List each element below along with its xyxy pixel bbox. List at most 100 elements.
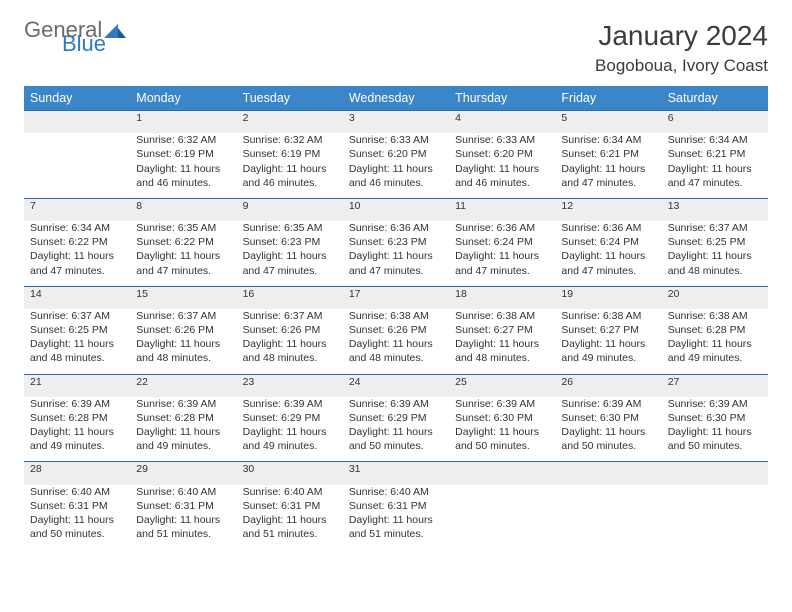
sunrise-line: Sunrise: 6:39 AM — [349, 397, 443, 411]
sunset-line: Sunset: 6:23 PM — [349, 235, 443, 249]
daylight-line: Daylight: 11 hours and 49 minutes. — [30, 425, 124, 453]
day-header: Saturday — [662, 86, 768, 111]
day-data-cell: Sunrise: 6:34 AMSunset: 6:21 PMDaylight:… — [662, 133, 768, 198]
day-number-cell: 23 — [237, 374, 343, 397]
day-header: Wednesday — [343, 86, 449, 111]
day-number-cell: 27 — [662, 374, 768, 397]
daylight-line: Daylight: 11 hours and 47 minutes. — [561, 162, 655, 190]
day-header: Monday — [130, 86, 236, 111]
daylight-line: Daylight: 11 hours and 48 minutes. — [455, 337, 549, 365]
sunset-line: Sunset: 6:26 PM — [349, 323, 443, 337]
day-data-cell: Sunrise: 6:37 AMSunset: 6:25 PMDaylight:… — [662, 221, 768, 286]
day-data-cell: Sunrise: 6:37 AMSunset: 6:26 PMDaylight:… — [130, 309, 236, 374]
day-number-cell: 24 — [343, 374, 449, 397]
daylight-line: Daylight: 11 hours and 47 minutes. — [561, 249, 655, 277]
day-number-cell: 18 — [449, 286, 555, 309]
sunrise-line: Sunrise: 6:38 AM — [561, 309, 655, 323]
day-data-cell: Sunrise: 6:36 AMSunset: 6:24 PMDaylight:… — [449, 221, 555, 286]
day-number-cell: 21 — [24, 374, 130, 397]
daylight-line: Daylight: 11 hours and 51 minutes. — [349, 513, 443, 541]
sunrise-line: Sunrise: 6:34 AM — [668, 133, 762, 147]
daylight-line: Daylight: 11 hours and 47 minutes. — [455, 249, 549, 277]
calendar-header-row: SundayMondayTuesdayWednesdayThursdayFrid… — [24, 86, 768, 111]
sunset-line: Sunset: 6:29 PM — [349, 411, 443, 425]
daylight-line: Daylight: 11 hours and 48 minutes. — [349, 337, 443, 365]
day-number-cell: 13 — [662, 198, 768, 221]
daylight-line: Daylight: 11 hours and 47 minutes. — [243, 249, 337, 277]
sunrise-line: Sunrise: 6:40 AM — [243, 485, 337, 499]
daylight-line: Daylight: 11 hours and 51 minutes. — [136, 513, 230, 541]
day-header: Friday — [555, 86, 661, 111]
sunset-line: Sunset: 6:31 PM — [349, 499, 443, 513]
sunset-line: Sunset: 6:30 PM — [668, 411, 762, 425]
day-data-cell: Sunrise: 6:38 AMSunset: 6:26 PMDaylight:… — [343, 309, 449, 374]
sunrise-line: Sunrise: 6:39 AM — [455, 397, 549, 411]
sunset-line: Sunset: 6:28 PM — [668, 323, 762, 337]
day-number-cell: 26 — [555, 374, 661, 397]
page-header: General Blue January 2024 Bogoboua, Ivor… — [24, 20, 768, 76]
sunrise-line: Sunrise: 6:39 AM — [668, 397, 762, 411]
sunrise-line: Sunrise: 6:36 AM — [455, 221, 549, 235]
day-data-cell: Sunrise: 6:32 AMSunset: 6:19 PMDaylight:… — [130, 133, 236, 198]
daylight-line: Daylight: 11 hours and 51 minutes. — [243, 513, 337, 541]
daylight-line: Daylight: 11 hours and 48 minutes. — [668, 249, 762, 277]
calendar-table: SundayMondayTuesdayWednesdayThursdayFrid… — [24, 86, 768, 549]
day-number-cell: 5 — [555, 111, 661, 134]
day-number-cell: 17 — [343, 286, 449, 309]
daylight-line: Daylight: 11 hours and 46 minutes. — [136, 162, 230, 190]
day-number-cell: 15 — [130, 286, 236, 309]
day-data-cell: Sunrise: 6:38 AMSunset: 6:27 PMDaylight:… — [555, 309, 661, 374]
day-data-cell: Sunrise: 6:40 AMSunset: 6:31 PMDaylight:… — [237, 485, 343, 550]
sunset-line: Sunset: 6:25 PM — [668, 235, 762, 249]
daylight-line: Daylight: 11 hours and 47 minutes. — [349, 249, 443, 277]
day-data-cell: Sunrise: 6:33 AMSunset: 6:20 PMDaylight:… — [343, 133, 449, 198]
sunset-line: Sunset: 6:24 PM — [455, 235, 549, 249]
title-block: January 2024 Bogoboua, Ivory Coast — [595, 20, 768, 76]
sunset-line: Sunset: 6:29 PM — [243, 411, 337, 425]
day-number-cell: 10 — [343, 198, 449, 221]
sunset-line: Sunset: 6:20 PM — [349, 147, 443, 161]
day-data-cell — [449, 485, 555, 550]
daylight-line: Daylight: 11 hours and 46 minutes. — [455, 162, 549, 190]
day-number-cell: 19 — [555, 286, 661, 309]
day-number-cell: 20 — [662, 286, 768, 309]
day-number-cell: 12 — [555, 198, 661, 221]
sunrise-line: Sunrise: 6:34 AM — [561, 133, 655, 147]
day-number-cell: 16 — [237, 286, 343, 309]
sunrise-line: Sunrise: 6:38 AM — [349, 309, 443, 323]
day-number-cell — [449, 462, 555, 485]
day-data-cell: Sunrise: 6:40 AMSunset: 6:31 PMDaylight:… — [130, 485, 236, 550]
sunrise-line: Sunrise: 6:39 AM — [243, 397, 337, 411]
daylight-line: Daylight: 11 hours and 49 minutes. — [561, 337, 655, 365]
sunrise-line: Sunrise: 6:39 AM — [561, 397, 655, 411]
sunset-line: Sunset: 6:28 PM — [136, 411, 230, 425]
sunset-line: Sunset: 6:27 PM — [561, 323, 655, 337]
sunrise-line: Sunrise: 6:37 AM — [30, 309, 124, 323]
day-number-cell: 29 — [130, 462, 236, 485]
sunset-line: Sunset: 6:23 PM — [243, 235, 337, 249]
sunrise-line: Sunrise: 6:40 AM — [136, 485, 230, 499]
daylight-line: Daylight: 11 hours and 49 minutes. — [243, 425, 337, 453]
day-header: Sunday — [24, 86, 130, 111]
daylight-line: Daylight: 11 hours and 50 minutes. — [30, 513, 124, 541]
day-data-cell — [24, 133, 130, 198]
sunrise-line: Sunrise: 6:35 AM — [136, 221, 230, 235]
daylight-line: Daylight: 11 hours and 50 minutes. — [455, 425, 549, 453]
day-data-cell: Sunrise: 6:36 AMSunset: 6:24 PMDaylight:… — [555, 221, 661, 286]
brand-logo: General Blue — [24, 20, 126, 54]
daylight-line: Daylight: 11 hours and 46 minutes. — [243, 162, 337, 190]
day-data-cell: Sunrise: 6:34 AMSunset: 6:22 PMDaylight:… — [24, 221, 130, 286]
sunset-line: Sunset: 6:19 PM — [136, 147, 230, 161]
day-number-cell: 14 — [24, 286, 130, 309]
daylight-line: Daylight: 11 hours and 50 minutes. — [668, 425, 762, 453]
day-data-cell: Sunrise: 6:39 AMSunset: 6:30 PMDaylight:… — [662, 397, 768, 462]
sunrise-line: Sunrise: 6:40 AM — [30, 485, 124, 499]
day-data-cell: Sunrise: 6:39 AMSunset: 6:29 PMDaylight:… — [343, 397, 449, 462]
day-header: Tuesday — [237, 86, 343, 111]
daylight-line: Daylight: 11 hours and 48 minutes. — [243, 337, 337, 365]
day-number-cell: 30 — [237, 462, 343, 485]
sunrise-line: Sunrise: 6:35 AM — [243, 221, 337, 235]
sunset-line: Sunset: 6:30 PM — [561, 411, 655, 425]
sunset-line: Sunset: 6:26 PM — [136, 323, 230, 337]
sunset-line: Sunset: 6:30 PM — [455, 411, 549, 425]
